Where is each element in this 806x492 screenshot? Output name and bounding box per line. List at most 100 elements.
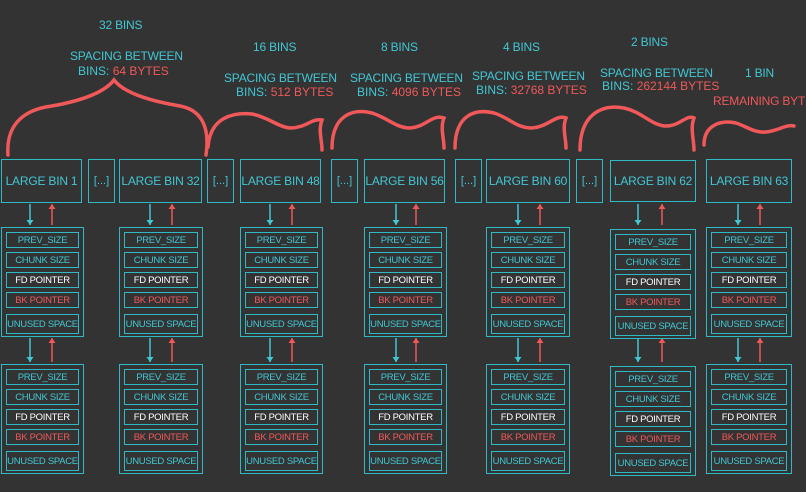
bk-pointer-field: BK POINTER <box>615 431 691 447</box>
bk-pointer-field: BK POINTER <box>369 292 442 308</box>
prev-size-field: PREV_SIZE <box>711 232 787 248</box>
large-bin-56: LARGE BIN 56 <box>364 159 445 203</box>
unused-space-field: UNUSED SPACE <box>6 314 79 334</box>
group-count-4: 4 BINS <box>503 40 540 54</box>
group-spacing-value-2: BINS: 262144 BYTES <box>602 79 720 93</box>
down-arrow-icon <box>734 204 742 225</box>
unused-space-field: UNUSED SPACE <box>369 451 442 471</box>
prev-size-field: PREV_SIZE <box>369 232 442 248</box>
unused-space-field: UNUSED SPACE <box>615 453 691 473</box>
free-chunk: PREV_SIZE CHUNK SIZE FD POINTER BK POINTER U… <box>610 229 696 339</box>
group-spacing-label-4: SPACING BETWEEN <box>472 69 585 83</box>
bk-pointer-field: BK POINTER <box>245 292 318 308</box>
fd-pointer-field: FD POINTER <box>369 272 442 288</box>
brace-32-bins <box>6 77 209 157</box>
prev-size-field: PREV_SIZE <box>124 369 198 385</box>
unused-space-field: UNUSED SPACE <box>711 314 787 334</box>
bk-pointer-field: BK POINTER <box>124 429 198 445</box>
free-chunk: PREV_SIZE CHUNK SIZE FD POINTER BK POINTER U… <box>240 227 323 337</box>
prev-size-field: PREV_SIZE <box>491 232 565 248</box>
down-arrow-icon <box>26 338 34 362</box>
bk-pointer-field: BK POINTER <box>491 292 565 308</box>
large-bin-32: LARGE BIN 32 <box>119 159 202 203</box>
bk-pointer-field: BK POINTER <box>6 429 79 445</box>
up-arrow-icon <box>536 338 544 362</box>
chunk-size-field: CHUNK SIZE <box>369 389 442 405</box>
group-spacing-value-16: BINS: 512 BYTES <box>236 85 334 99</box>
bk-pointer-field: BK POINTER <box>711 292 787 308</box>
fd-pointer-field: FD POINTER <box>124 272 198 288</box>
unused-space-field: UNUSED SPACE <box>245 451 318 471</box>
down-arrow-icon <box>146 338 154 362</box>
prev-size-field: PREV_SIZE <box>6 232 79 248</box>
group-spacing-label-2: SPACING BETWEEN <box>600 66 713 80</box>
up-arrow-icon <box>288 338 296 362</box>
ellipsis-box: [...] <box>88 159 115 203</box>
free-chunk: PREV_SIZE CHUNK SIZE FD POINTER BK POINTER U… <box>610 366 696 476</box>
up-arrow-icon <box>168 338 176 362</box>
fd-pointer-field: FD POINTER <box>491 272 565 288</box>
down-arrow-icon <box>266 204 274 225</box>
group-spacing-value-8: BINS: 4096 BYTES <box>357 85 462 99</box>
up-arrow-icon <box>412 204 420 225</box>
large-bin-62: LARGE BIN 62 <box>610 160 696 202</box>
unused-space-field: UNUSED SPACE <box>124 314 198 334</box>
fd-pointer-field: FD POINTER <box>6 272 79 288</box>
ellipsis-box: [...] <box>455 159 482 203</box>
large-bin-48: LARGE BIN 48 <box>240 159 321 203</box>
fd-pointer-field: FD POINTER <box>245 409 318 425</box>
free-chunk: PREV_SIZE CHUNK SIZE FD POINTER BK POINTER U… <box>119 227 203 337</box>
fd-pointer-field: FD POINTER <box>711 272 787 288</box>
bk-pointer-field: BK POINTER <box>369 429 442 445</box>
prev-size-field: PREV_SIZE <box>491 369 565 385</box>
bk-pointer-field: BK POINTER <box>124 292 198 308</box>
down-arrow-icon <box>392 204 400 225</box>
free-chunk: PREV_SIZE CHUNK SIZE FD POINTER BK POINTER U… <box>364 364 447 474</box>
fd-pointer-field: FD POINTER <box>124 409 198 425</box>
group-spacing-label-16: SPACING BETWEEN <box>224 71 337 85</box>
bk-pointer-field: BK POINTER <box>491 429 565 445</box>
free-chunk: PREV_SIZE CHUNK SIZE FD POINTER BK POINTER U… <box>706 227 792 337</box>
ellipsis-box: [...] <box>576 159 603 203</box>
up-arrow-icon <box>756 338 764 362</box>
free-chunk: PREV_SIZE CHUNK SIZE FD POINTER BK POINTER U… <box>364 227 447 337</box>
prev-size-field: PREV_SIZE <box>245 232 318 248</box>
down-arrow-icon <box>266 338 274 362</box>
down-arrow-icon <box>26 204 34 225</box>
free-chunk: PREV_SIZE CHUNK SIZE FD POINTER BK POINTER U… <box>240 364 323 474</box>
down-arrow-icon <box>146 204 154 225</box>
up-arrow-icon <box>536 204 544 225</box>
fd-pointer-field: FD POINTER <box>491 409 565 425</box>
down-arrow-icon <box>734 338 742 362</box>
prev-size-field: PREV_SIZE <box>6 369 79 385</box>
group-count-1: 1 BIN <box>745 66 775 80</box>
up-arrow-icon <box>658 204 666 225</box>
prev-size-field: PREV_SIZE <box>245 369 318 385</box>
bk-pointer-field: BK POINTER <box>615 294 691 310</box>
chunk-size-field: CHUNK SIZE <box>124 252 198 268</box>
chunk-size-field: CHUNK SIZE <box>245 252 318 268</box>
large-bin-63: LARGE BIN 63 <box>706 159 792 203</box>
prev-size-field: PREV_SIZE <box>124 232 198 248</box>
brace-8-bins <box>330 109 447 150</box>
fd-pointer-field: FD POINTER <box>711 409 787 425</box>
chunk-size-field: CHUNK SIZE <box>124 389 198 405</box>
up-arrow-icon <box>168 204 176 225</box>
chunk-size-field: CHUNK SIZE <box>711 389 787 405</box>
unused-space-field: UNUSED SPACE <box>491 314 565 334</box>
group-count-32: 32 BINS <box>99 18 143 32</box>
up-arrow-icon <box>48 204 56 225</box>
chunk-size-field: CHUNK SIZE <box>711 252 787 268</box>
chunk-size-field: CHUNK SIZE <box>491 252 565 268</box>
up-arrow-icon <box>412 338 420 362</box>
ellipsis-box: [...] <box>207 159 234 203</box>
free-chunk: PREV_SIZE CHUNK SIZE FD POINTER BK POINTER U… <box>1 227 84 337</box>
fd-pointer-field: FD POINTER <box>6 409 79 425</box>
free-chunk: PREV_SIZE CHUNK SIZE FD POINTER BK POINTER U… <box>486 227 570 337</box>
unused-space-field: UNUSED SPACE <box>6 451 79 471</box>
chunk-size-field: CHUNK SIZE <box>615 391 691 407</box>
unused-space-field: UNUSED SPACE <box>369 314 442 334</box>
prev-size-field: PREV_SIZE <box>615 234 691 250</box>
group-count-2: 2 BINS <box>631 35 668 49</box>
